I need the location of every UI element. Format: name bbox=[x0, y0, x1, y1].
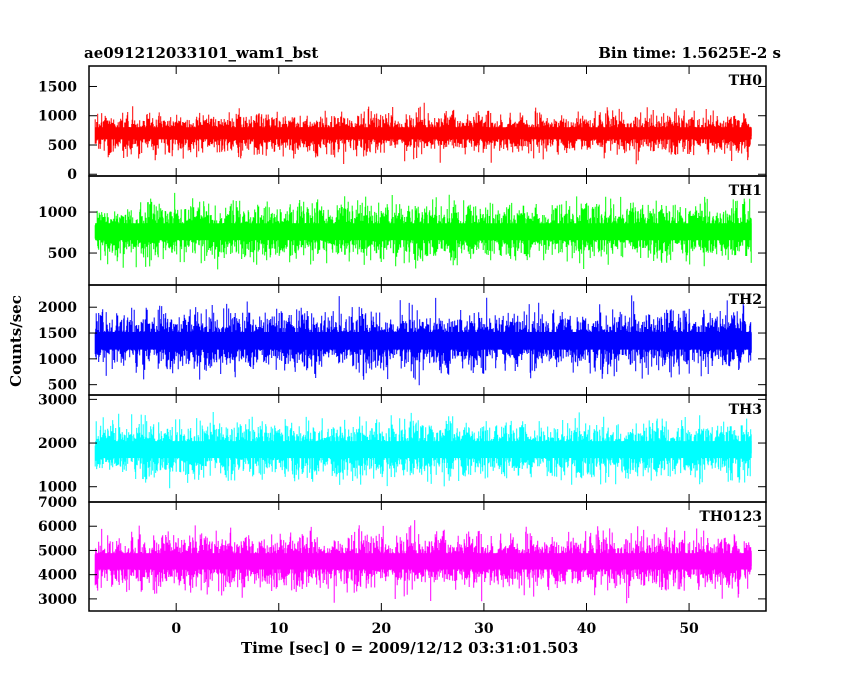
chart-title: ae091212033101_wam1_bst bbox=[84, 44, 319, 62]
x-tick-label: 10 bbox=[269, 621, 289, 637]
y-tick-label: 1000 bbox=[38, 109, 77, 125]
panel-label-th0123: TH0123 bbox=[699, 509, 762, 525]
y-tick-label: 2000 bbox=[38, 300, 77, 316]
y-tick-label: 7000 bbox=[38, 495, 77, 511]
y-tick-label: 4000 bbox=[38, 568, 77, 584]
y-tick-label: 1500 bbox=[38, 79, 77, 95]
x-tick-label: 40 bbox=[577, 621, 597, 637]
y-tick-label: 1000 bbox=[38, 205, 77, 221]
y-tick-label: 5000 bbox=[38, 543, 77, 559]
y-tick-label: 1500 bbox=[38, 326, 77, 342]
x-tick-label: 0 bbox=[171, 621, 181, 637]
y-tick-label: 500 bbox=[48, 378, 77, 394]
series-core-th2 bbox=[95, 331, 752, 350]
y-tick-label: 1000 bbox=[38, 480, 77, 496]
y-axis-label: Counts/sec bbox=[7, 295, 25, 387]
y-tick-label: 500 bbox=[48, 138, 77, 154]
y-tick-label: 3000 bbox=[38, 592, 77, 608]
y-tick-label: 3000 bbox=[38, 392, 77, 408]
x-tick-label: 20 bbox=[372, 621, 392, 637]
y-tick-label: 500 bbox=[48, 246, 77, 262]
y-tick-label: 6000 bbox=[38, 519, 77, 535]
panel-label-th1: TH1 bbox=[729, 183, 762, 199]
panel-label-th2: TH2 bbox=[729, 292, 762, 308]
y-tick-label: 1000 bbox=[38, 352, 77, 368]
y-tick-label: 2000 bbox=[38, 436, 77, 452]
x-tick-label: 50 bbox=[679, 621, 699, 637]
x-tick-label: 30 bbox=[474, 621, 494, 637]
bin-time-label: Bin time: 1.5625E-2 s bbox=[598, 44, 781, 62]
x-axis-label: Time [sec] 0 = 2009/12/12 03:31:01.503 bbox=[241, 639, 579, 657]
series-core-th0 bbox=[95, 127, 752, 140]
panel-label-th3: TH3 bbox=[729, 402, 762, 418]
series-core-th0123 bbox=[95, 553, 752, 570]
panel-frame-th0 bbox=[88, 65, 767, 177]
series-core-th1 bbox=[95, 223, 752, 241]
series-core-th3 bbox=[95, 441, 752, 459]
panel-frame-th0123 bbox=[88, 501, 767, 612]
panel-label-th0: TH0 bbox=[729, 73, 763, 89]
y-tick-label: 0 bbox=[67, 167, 77, 183]
